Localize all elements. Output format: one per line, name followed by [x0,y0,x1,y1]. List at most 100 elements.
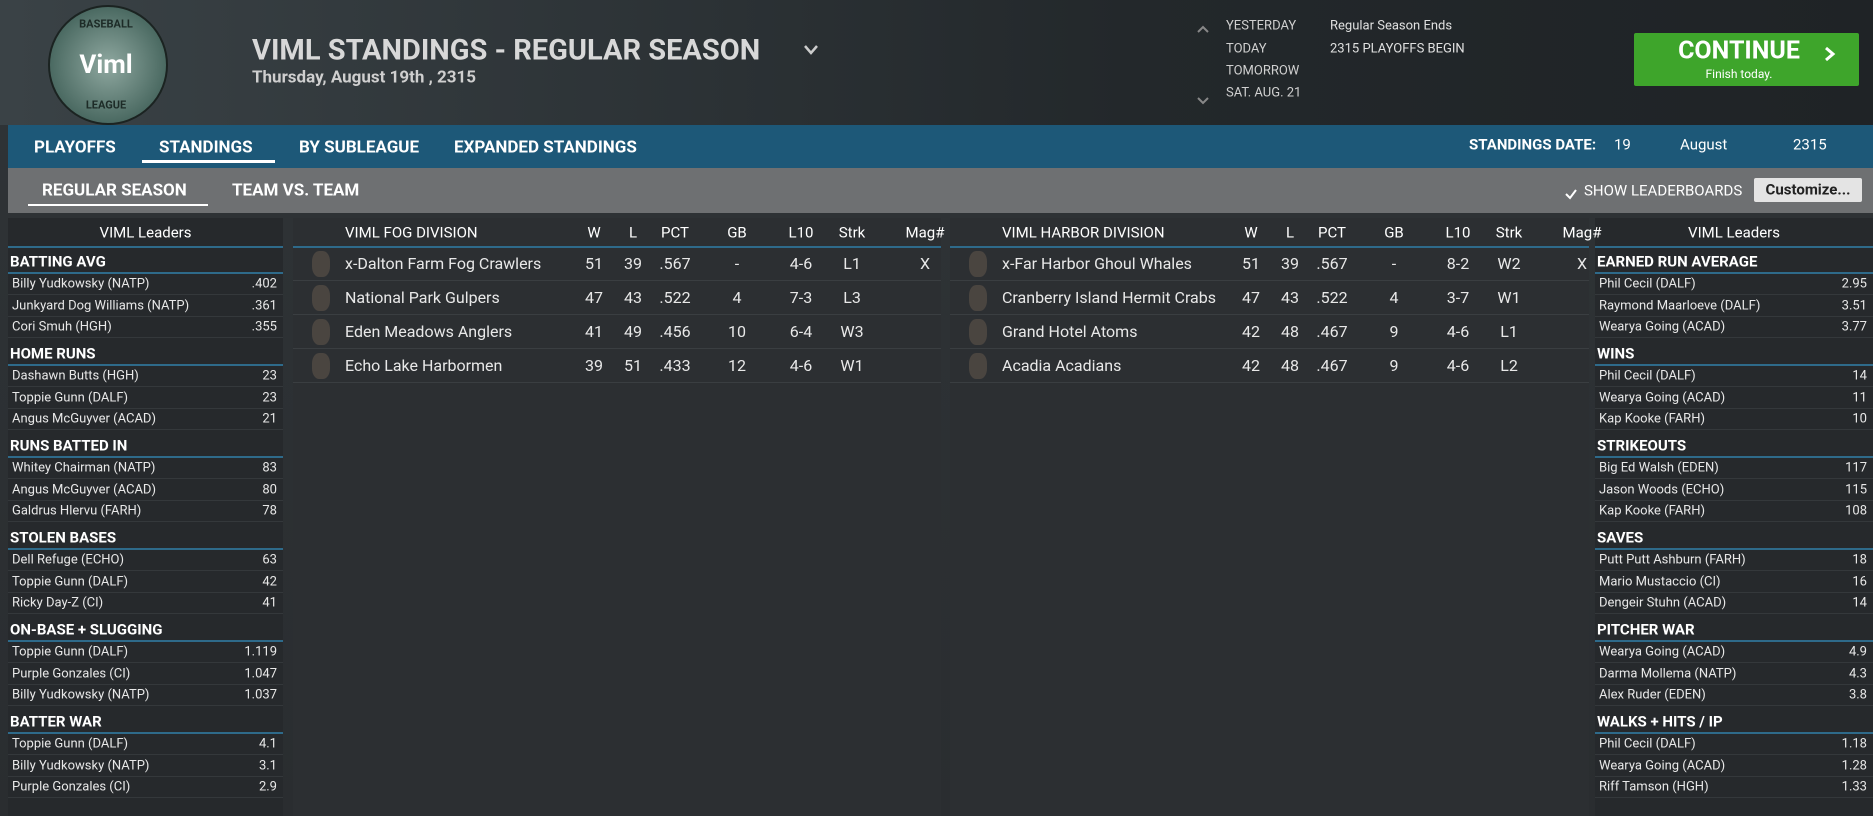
row-divider [1595,613,1873,615]
row-divider [1595,386,1873,387]
section-title: SAVES [1597,528,1644,547]
nav-bar [8,125,1873,168]
team-stat: 47 [1242,288,1260,307]
team-stat: 10 [728,322,746,341]
subnav-tab[interactable]: REGULAR SEASON [42,180,187,201]
team-stat: L1 [843,254,861,273]
logo-text: BASEBALL [79,17,133,31]
team-name[interactable]: Acadia Acadians [1002,356,1122,375]
team-name[interactable]: Echo Lake Harbormen [345,356,503,375]
divider [1595,272,1873,274]
checkbox-label[interactable]: SHOW LEADERBOARDS [1584,181,1743,200]
team-stat: W3 [840,322,864,341]
row-divider [293,314,941,315]
row-divider [8,407,283,409]
calendar-event: Regular Season Ends [1330,18,1453,34]
column-header: GB [727,223,747,242]
divider [8,732,283,734]
continue-button[interactable] [1634,33,1859,86]
team-stat: 51 [624,356,642,375]
standings-date-day[interactable]: 19 [1614,135,1631,154]
team-stat: W1 [840,356,864,375]
leaders-panel [8,218,283,816]
team-stat: .567 [1316,254,1348,273]
team-stat: 4 [1389,288,1399,307]
divider [1595,548,1873,550]
team-name[interactable]: Cranberry Island Hermit Crabs [1002,288,1216,307]
row-divider [950,382,1589,383]
nav-tab[interactable]: PLAYOFFS [34,137,116,158]
continue-label: CONTINUE [1678,36,1800,66]
team-stat: 4 [732,288,742,307]
row-divider [8,499,283,501]
checkbox[interactable] [1565,185,1577,200]
team-stat: L1 [1500,322,1518,341]
subnav-tab[interactable]: TEAM VS. TEAM [232,180,360,201]
team-name[interactable]: National Park Gulpers [345,288,500,307]
team-name[interactable]: Eden Meadows Anglers [345,322,513,341]
leader-name: Ricky Day-Z (CI) [12,595,104,611]
leader-name: Toppie Gunn (DALF) [12,390,129,406]
leader-value: 2.9 [258,779,277,795]
row-divider [8,613,283,615]
team-stat: .433 [659,356,691,375]
leader-value: 41 [262,595,277,611]
column-header: PCT [661,223,689,242]
row-divider [8,591,283,593]
column-header: Mag# [905,223,945,242]
nav-tab[interactable]: EXPANDED STANDINGS [454,137,637,158]
leader-name: Toppie Gunn (DALF) [12,644,129,660]
leader-name: Wearya Going (ACAD) [1599,758,1726,774]
row-divider [293,382,941,383]
team-name[interactable]: x-Dalton Farm Fog Crawlers [345,254,542,273]
divider [1595,732,1873,734]
leader-value: 1.28 [1841,758,1867,774]
column-header: VIML FOG DIVISION [345,223,478,242]
team-stat: .522 [659,288,691,307]
team-stat: .467 [1316,356,1348,375]
nav-tab[interactable]: BY SUBLEAGUE [299,137,420,158]
customize-label[interactable]: Customize... [1765,180,1851,199]
header-bar [0,0,1873,125]
row-divider [8,386,283,387]
leader-value: 80 [262,482,277,498]
row-divider [1595,294,1873,295]
row-divider [1595,478,1873,479]
leader-value: 1.18 [1841,736,1867,752]
leader-name: Billy Yudkowsky (NATP) [12,276,150,292]
team-stat: 4-6 [789,356,813,375]
leaders-title: VIML Leaders [1688,223,1780,242]
row-divider [1595,521,1873,523]
calendar-day[interactable]: TOMORROW [1226,63,1300,79]
leader-name: Kap Kooke (FARH) [1599,503,1705,519]
leader-name: Dengeir Stuhn (ACAD) [1599,595,1727,611]
customize-button[interactable] [1754,178,1862,202]
leader-value: 1.33 [1841,779,1867,795]
dropdown-chevron[interactable] [802,43,820,57]
team-icon [312,353,330,379]
standings-date-month[interactable]: August [1680,135,1728,154]
row-divider [8,570,283,571]
leader-name: Darma Mollema (NATP) [1599,666,1737,682]
section-title: ON-BASE + SLUGGING [10,620,163,639]
calendar-day[interactable]: SAT. AUG. 21 [1226,85,1302,101]
divider [8,246,283,248]
calendar-day[interactable]: TODAY [1226,41,1267,57]
column-header: W [587,223,601,242]
team-stat: W1 [1497,288,1521,307]
calendar-day[interactable]: YESTERDAY [1226,18,1297,34]
row-divider [8,775,283,777]
standings-date-year[interactable]: 2315 [1793,135,1827,154]
leader-value: 23 [262,390,277,406]
team-name[interactable]: Grand Hotel Atoms [1002,322,1138,341]
row-divider [1595,754,1873,755]
column-header: L10 [788,223,814,242]
leader-name: Jason Woods (ECHO) [1599,482,1725,498]
team-stat: 8-2 [1446,254,1470,273]
leader-value: 4.1 [258,736,277,752]
leader-name: Riff Tamson (HGH) [1599,779,1709,795]
nav-tab[interactable]: STANDINGS [159,137,253,158]
calendar-arrows[interactable] [1195,20,1211,110]
team-icon [312,251,330,277]
team-name[interactable]: x-Far Harbor Ghoul Whales [1002,254,1192,273]
